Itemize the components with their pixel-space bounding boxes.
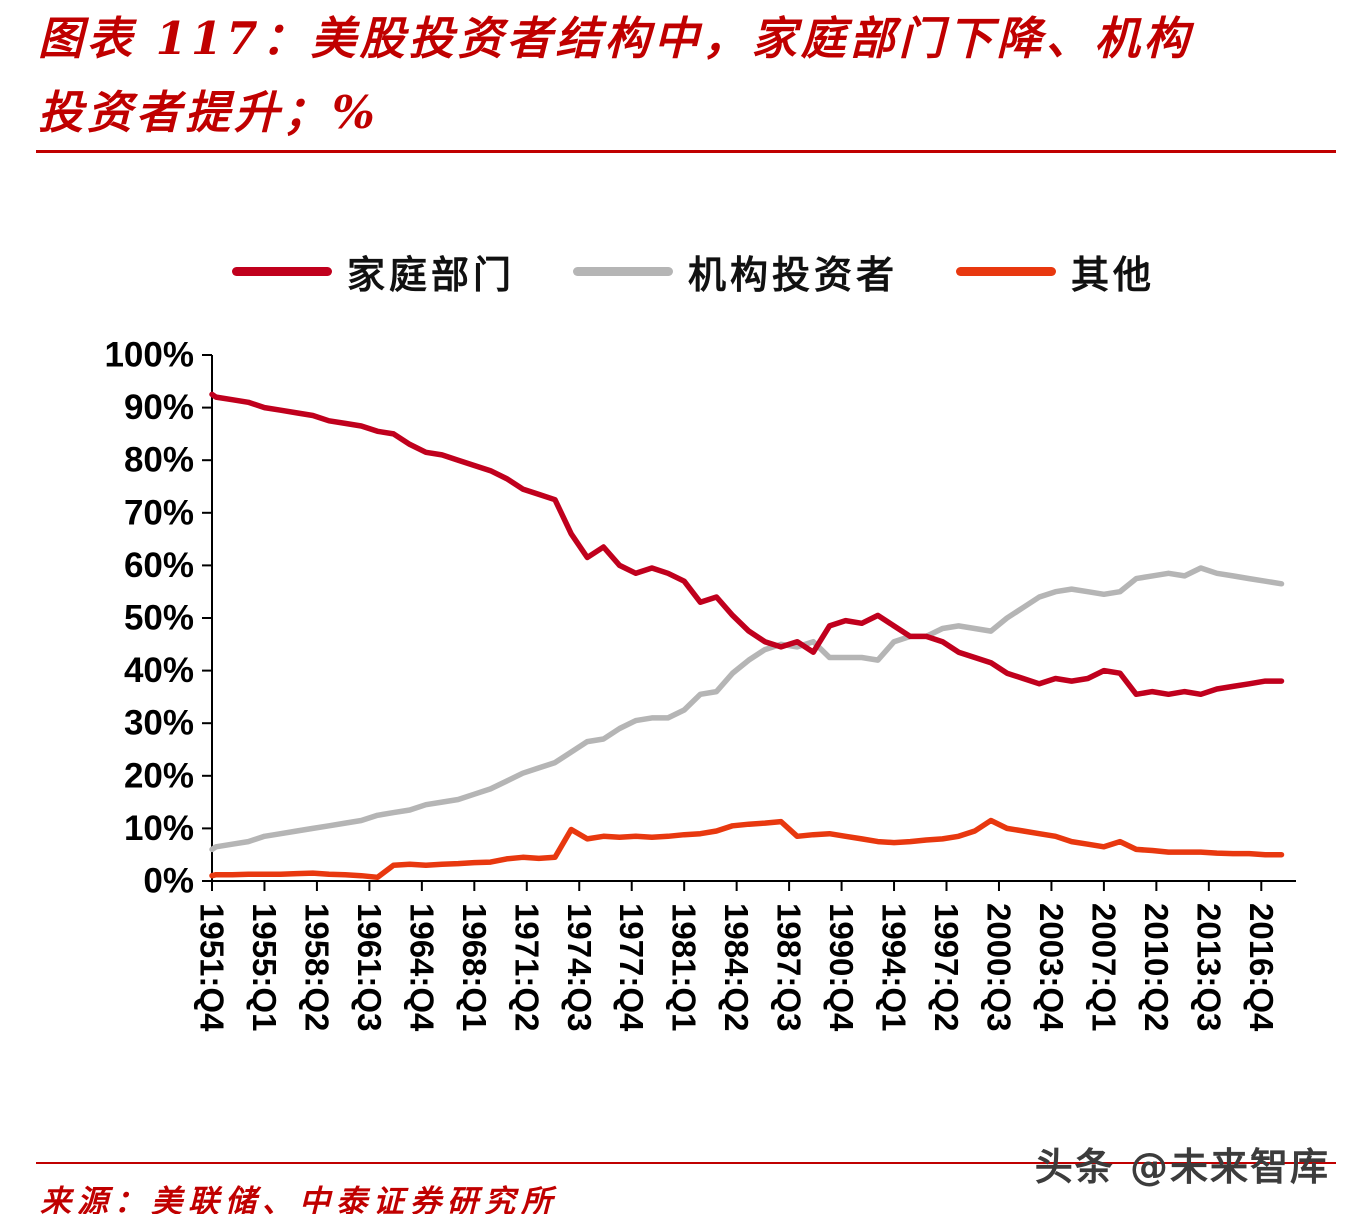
figure-title-line1: 图表 117：美股投资者结构中，家庭部门下降、机构 (38, 12, 1193, 65)
svg-text:40%: 40% (124, 651, 194, 690)
svg-text:30%: 30% (124, 704, 194, 743)
svg-text:1961:Q3: 1961:Q3 (351, 903, 388, 1031)
svg-text:2007:Q1: 2007:Q1 (1085, 903, 1122, 1031)
svg-text:2003:Q4: 2003:Q4 (1033, 903, 1070, 1032)
legend-label-other: 其他 (1070, 252, 1155, 297)
watermark: 头条 @未来智库 (1034, 1145, 1330, 1189)
svg-text:20%: 20% (124, 756, 194, 795)
svg-text:1987:Q3: 1987:Q3 (771, 903, 808, 1031)
svg-text:1994:Q1: 1994:Q1 (876, 903, 913, 1031)
legend-item-institutional: 机构投资者 (572, 244, 898, 299)
svg-text:90%: 90% (124, 388, 194, 427)
legend-item-other: 其他 (955, 244, 1155, 299)
svg-text:60%: 60% (124, 546, 194, 585)
svg-text:50%: 50% (124, 599, 194, 638)
figure-title-line2: 投资者提升；% (38, 86, 379, 139)
line-chart: 0% 10% 20% 30% 40% 50% 60% 70% 80% 90% 100% 1951:Q4… (40, 335, 1340, 1080)
svg-text:1977:Q4: 1977:Q4 (613, 903, 650, 1032)
svg-text:1955:Q1: 1955:Q1 (246, 903, 283, 1031)
institutional-line-swatch (572, 267, 673, 276)
source-note: 来源：美联储、中泰证券研究所 (40, 1184, 558, 1214)
legend-label-institutional: 机构投资者 (687, 252, 898, 297)
svg-text:1981:Q1: 1981:Q1 (666, 903, 703, 1031)
legend-item-household: 家庭部门 (232, 244, 515, 299)
svg-text:2010:Q2: 2010:Q2 (1138, 903, 1175, 1031)
chart-legend: 家庭部门 机构投资者 其他 (232, 244, 1155, 299)
svg-text:1958:Q2: 1958:Q2 (298, 903, 335, 1031)
svg-text:0%: 0% (143, 862, 194, 901)
svg-text:1968:Q1: 1968:Q1 (456, 903, 493, 1031)
svg-text:1964:Q4: 1964:Q4 (403, 903, 440, 1032)
svg-text:1990:Q4: 1990:Q4 (823, 903, 860, 1032)
svg-text:1984:Q2: 1984:Q2 (718, 903, 755, 1031)
household-line-swatch (232, 267, 332, 276)
figure-title: 图表 117：美股投资者结构中，家庭部门下降、机构 投资者提升；% (38, 2, 1348, 150)
svg-text:80%: 80% (124, 441, 194, 480)
legend-label-household: 家庭部门 (347, 252, 516, 297)
title-divider (36, 150, 1336, 153)
svg-text:2016:Q4: 2016:Q4 (1243, 903, 1280, 1032)
svg-text:1951:Q4: 1951:Q4 (194, 903, 231, 1032)
svg-text:2013:Q3: 2013:Q3 (1190, 903, 1227, 1031)
chart-canvas: 0% 10% 20% 30% 40% 50% 60% 70% 80% 90% 100% 1951:Q4… (104, 336, 1296, 1032)
footer-divider (36, 1162, 1336, 1164)
svg-text:2000:Q3: 2000:Q3 (980, 903, 1017, 1031)
svg-text:100%: 100% (104, 336, 194, 375)
other-line-swatch (955, 267, 1056, 276)
svg-text:1971:Q2: 1971:Q2 (508, 903, 545, 1031)
svg-text:1974:Q3: 1974:Q3 (561, 903, 598, 1031)
svg-text:10%: 10% (124, 809, 194, 848)
svg-text:70%: 70% (124, 493, 194, 532)
svg-text:1997:Q2: 1997:Q2 (928, 903, 965, 1031)
